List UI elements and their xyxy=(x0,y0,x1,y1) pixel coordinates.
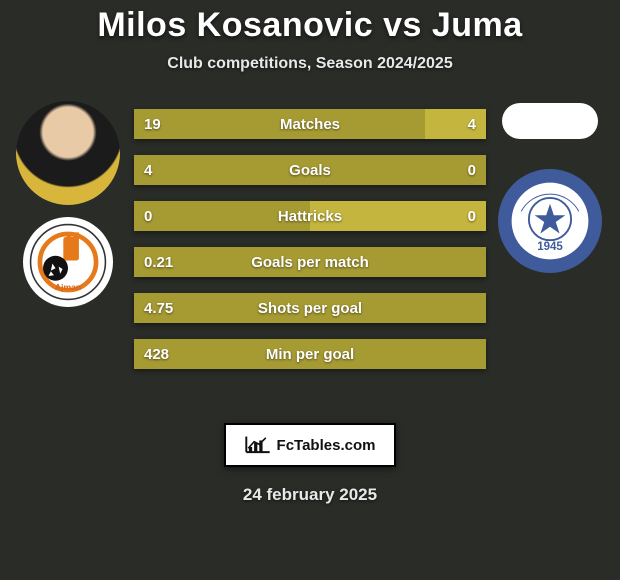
svg-text:1945: 1945 xyxy=(537,241,563,253)
player2-column: 1945 xyxy=(490,101,610,273)
stat-label: Shots per goal xyxy=(134,293,486,323)
stat-label: Hattricks xyxy=(134,201,486,231)
stat-row: 428Min per goal xyxy=(134,339,486,369)
stat-row: 0.21Goals per match xyxy=(134,247,486,277)
svg-text:Ajman: Ajman xyxy=(55,282,81,292)
stat-label: Goals xyxy=(134,155,486,185)
stat-row: 00Hattricks xyxy=(134,201,486,231)
subtitle: Club competitions, Season 2024/2025 xyxy=(0,55,620,73)
brand-box[interactable]: FcTables.com xyxy=(224,423,396,467)
stat-label: Matches xyxy=(134,109,486,139)
player1-column: Ajman xyxy=(8,101,128,307)
stat-label: Min per goal xyxy=(134,339,486,369)
player1-photo xyxy=(16,101,120,205)
page-title: Milos Kosanovic vs Juma xyxy=(0,6,620,45)
club-logo-icon: 1945 xyxy=(502,173,598,269)
stats-bars: 194Matches 40Goals 00Hattricks 0.21Goals pe… xyxy=(134,109,486,385)
comparison-card: Milos Kosanovic vs Juma Club competition… xyxy=(0,0,620,580)
stat-row: 4.75Shots per goal xyxy=(134,293,486,323)
club-logo-icon: Ajman xyxy=(29,223,107,301)
player2-club-logo: 1945 xyxy=(498,169,602,273)
stat-row: 194Matches xyxy=(134,109,486,139)
main-row: Ajman 1945 194Matches 40Goals 00Hattricks 0… xyxy=(0,101,620,401)
date-label: 24 february 2025 xyxy=(0,485,620,505)
player1-club-logo: Ajman xyxy=(23,217,113,307)
brand-label: FcTables.com xyxy=(277,437,376,454)
brand-chart-icon xyxy=(245,435,271,455)
player2-photo xyxy=(502,103,598,139)
stat-label: Goals per match xyxy=(134,247,486,277)
stat-row: 40Goals xyxy=(134,155,486,185)
